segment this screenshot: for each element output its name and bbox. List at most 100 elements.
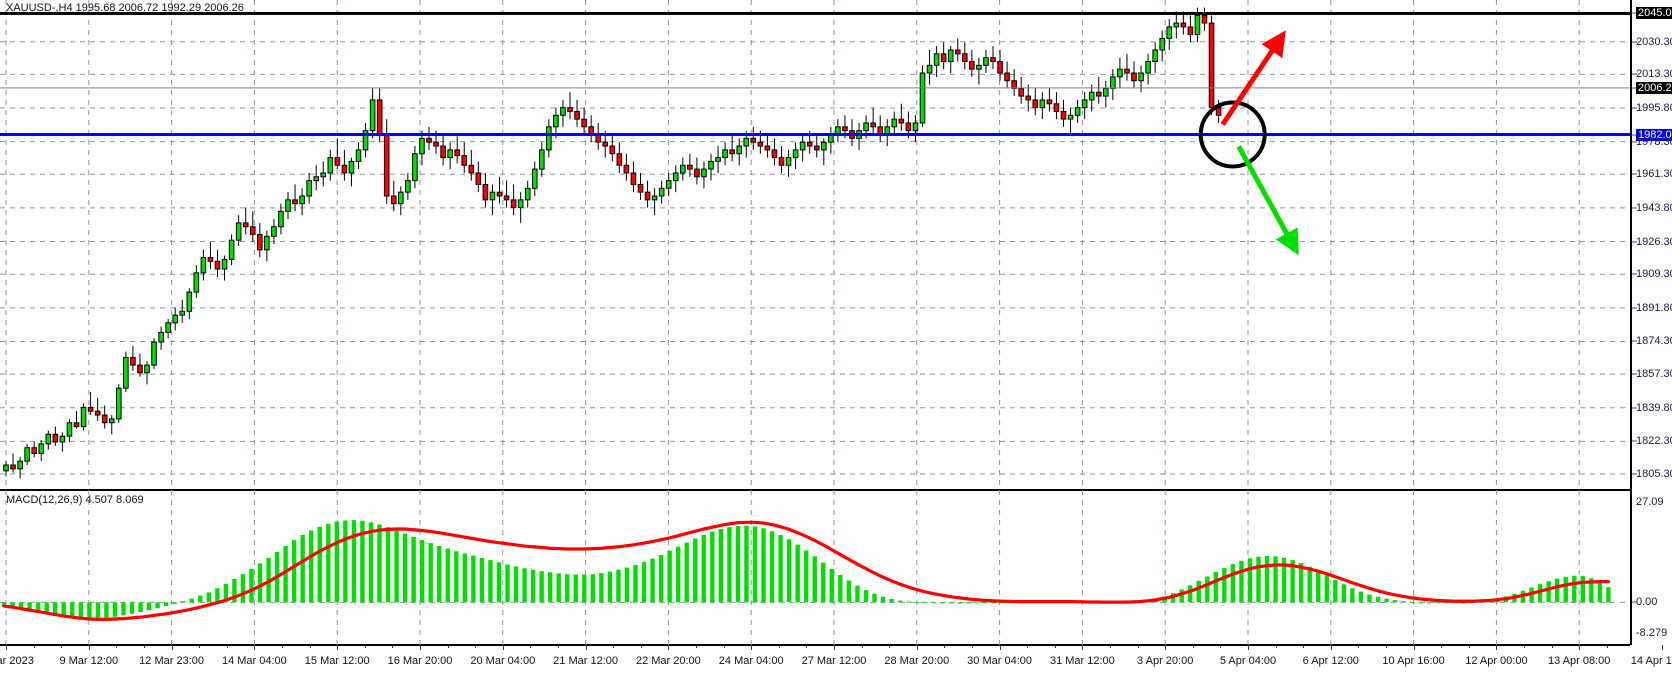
- time-axis-minor-tick: [861, 645, 863, 648]
- time-axis-minor-tick: [1386, 645, 1387, 648]
- chart-title: XAUUSD-,H4 1995.68 2006.72 1992.29 2006.…: [6, 2, 244, 14]
- price-axis-label: 1805.30: [1636, 468, 1672, 481]
- time-axis-minor-tick: [640, 645, 642, 648]
- time-axis-minor-tick: [889, 645, 891, 648]
- time-axis-minor-tick: [1441, 645, 1443, 648]
- price-axis-tick: [1632, 407, 1637, 409]
- time-axis-minor-tick: [1192, 645, 1194, 648]
- time-axis-tick: [502, 645, 504, 650]
- time-axis-minor-tick: [696, 645, 697, 648]
- time-axis-tick: [1330, 645, 1332, 650]
- time-axis-minor-tick: [116, 645, 118, 648]
- price-axis-label: 1891.80: [1636, 301, 1672, 314]
- time-axis-minor-tick: [1303, 645, 1305, 648]
- time-axis-tick: [337, 645, 339, 650]
- bid-price-label: 1982.00: [1636, 128, 1672, 141]
- time-axis-label: 3 Apr 20:00: [1137, 655, 1194, 667]
- time-axis-minor-tick: [1027, 645, 1029, 648]
- macd-axis[interactable]: 27.09 0.00 -8.279: [1630, 490, 1672, 645]
- price-axis-tick: [1632, 12, 1637, 14]
- time-axis-minor-tick: [1054, 645, 1056, 648]
- time-axis-tick: [88, 645, 90, 650]
- time-axis-label: 6 Apr 12:00: [1302, 655, 1359, 667]
- time-axis-minor-tick: [144, 645, 145, 648]
- time-axis-minor-tick: [1137, 645, 1139, 648]
- time-axis-tick: [1082, 645, 1084, 650]
- time-axis-minor-tick: [447, 645, 449, 648]
- time-axis-label: 20 Mar 04:00: [470, 655, 536, 667]
- price-axis-tick: [1632, 373, 1637, 375]
- price-axis-tick: [1632, 241, 1637, 243]
- price-chart-svg: [0, 0, 1630, 490]
- time-axis-tick: [171, 645, 173, 650]
- price-axis-tick: [1632, 307, 1637, 309]
- time-axis-minor-tick: [944, 645, 946, 648]
- price-axis-label: 1839.80: [1636, 401, 1672, 414]
- time-axis-minor-tick: [61, 645, 63, 648]
- price-axis-tick: [1632, 273, 1637, 275]
- price-plot-area[interactable]: [0, 0, 1630, 490]
- time-axis-label: 21 Mar 12:00: [553, 655, 619, 667]
- price-axis-tick: [1632, 41, 1637, 43]
- time-axis-tick: [834, 645, 835, 650]
- price-axis-label: 1909.30: [1636, 268, 1672, 281]
- price-panel-bottom-border: [0, 489, 1672, 490]
- time-axis-label: 31 Mar 12:00: [1049, 655, 1115, 667]
- price-axis-tick: [1632, 134, 1637, 135]
- time-axis-minor-tick: [1220, 645, 1222, 648]
- time-axis-label: 8 Mar 2023: [0, 655, 34, 667]
- time-axis-tick: [6, 645, 7, 650]
- time-axis[interactable]: 8 Mar 2023 9 Mar 12:00 12 Mar 23:00 14 Mar …: [0, 645, 1672, 674]
- macd-axis-label: 0.00: [1636, 596, 1658, 609]
- time-axis-label: 12 Apr 00:00: [1465, 655, 1528, 667]
- price-axis-tick: [1632, 440, 1637, 442]
- time-axis-minor-tick: [1524, 645, 1525, 648]
- price-axis-tick: [1632, 340, 1637, 342]
- time-axis-rule: [0, 645, 1630, 646]
- time-axis-label: 10 Apr 16:00: [1382, 655, 1445, 667]
- time-axis-label: 5 Apr 04:00: [1219, 655, 1277, 667]
- time-axis-label: 9 Mar 12:00: [59, 655, 119, 667]
- time-axis-tick: [916, 645, 918, 650]
- time-axis-minor-tick: [530, 645, 532, 648]
- macd-plot-area[interactable]: [0, 490, 1630, 645]
- time-axis-tick: [999, 645, 1001, 650]
- price-axis-label: 1822.30: [1636, 435, 1672, 448]
- time-axis-minor-tick: [1358, 645, 1360, 648]
- price-axis-label: 1943.80: [1636, 201, 1672, 214]
- price-axis-tick: [1632, 173, 1637, 175]
- time-axis-label: 14 Apr 16:00: [1630, 655, 1672, 667]
- price-axis-tick: [1632, 207, 1637, 209]
- time-axis-tick: [254, 645, 256, 650]
- time-axis-tick: [1248, 645, 1249, 650]
- time-axis-tick: [1413, 645, 1415, 650]
- time-axis-tick: [420, 645, 421, 650]
- time-axis-minor-tick: [558, 645, 559, 648]
- price-axis-label: 1857.30: [1636, 368, 1672, 381]
- price-axis-label: 2013.30: [1636, 68, 1672, 81]
- time-axis-minor-tick: [364, 645, 366, 648]
- macd-panel-bottom-border: [0, 644, 1672, 645]
- time-axis-minor-tick: [475, 645, 477, 648]
- time-axis-label: 16 Mar 20:00: [387, 655, 453, 667]
- macd-axis-label: -8.279: [1636, 627, 1668, 639]
- time-axis-minor-tick: [1275, 645, 1277, 648]
- time-axis-label: 24 Mar 04:00: [718, 655, 784, 667]
- time-axis-minor-tick: [778, 645, 780, 648]
- time-axis-label: 22 Mar 20:00: [635, 655, 701, 667]
- macd-panel[interactable]: 27.09 0.00 -8.279 MACD(12,26,9) 4.507 8.06…: [0, 490, 1672, 645]
- time-axis-label: 12 Mar 23:00: [139, 655, 205, 667]
- time-axis-minor-tick: [1468, 645, 1470, 648]
- time-axis-minor-tick: [1110, 645, 1111, 648]
- price-marker-label: 2045.00: [1636, 7, 1672, 20]
- time-axis-minor-tick: [972, 645, 973, 648]
- time-axis-label: 13 Apr 08:00: [1547, 655, 1611, 667]
- time-axis-minor-tick: [723, 645, 725, 648]
- price-axis-label: 1978.30: [1636, 135, 1672, 148]
- time-axis-minor-tick: [33, 645, 35, 648]
- time-axis-minor-tick: [1606, 645, 1608, 648]
- macd-axis-label: 27.09: [1636, 496, 1664, 508]
- time-axis-label: 28 Mar 20:00: [884, 655, 950, 667]
